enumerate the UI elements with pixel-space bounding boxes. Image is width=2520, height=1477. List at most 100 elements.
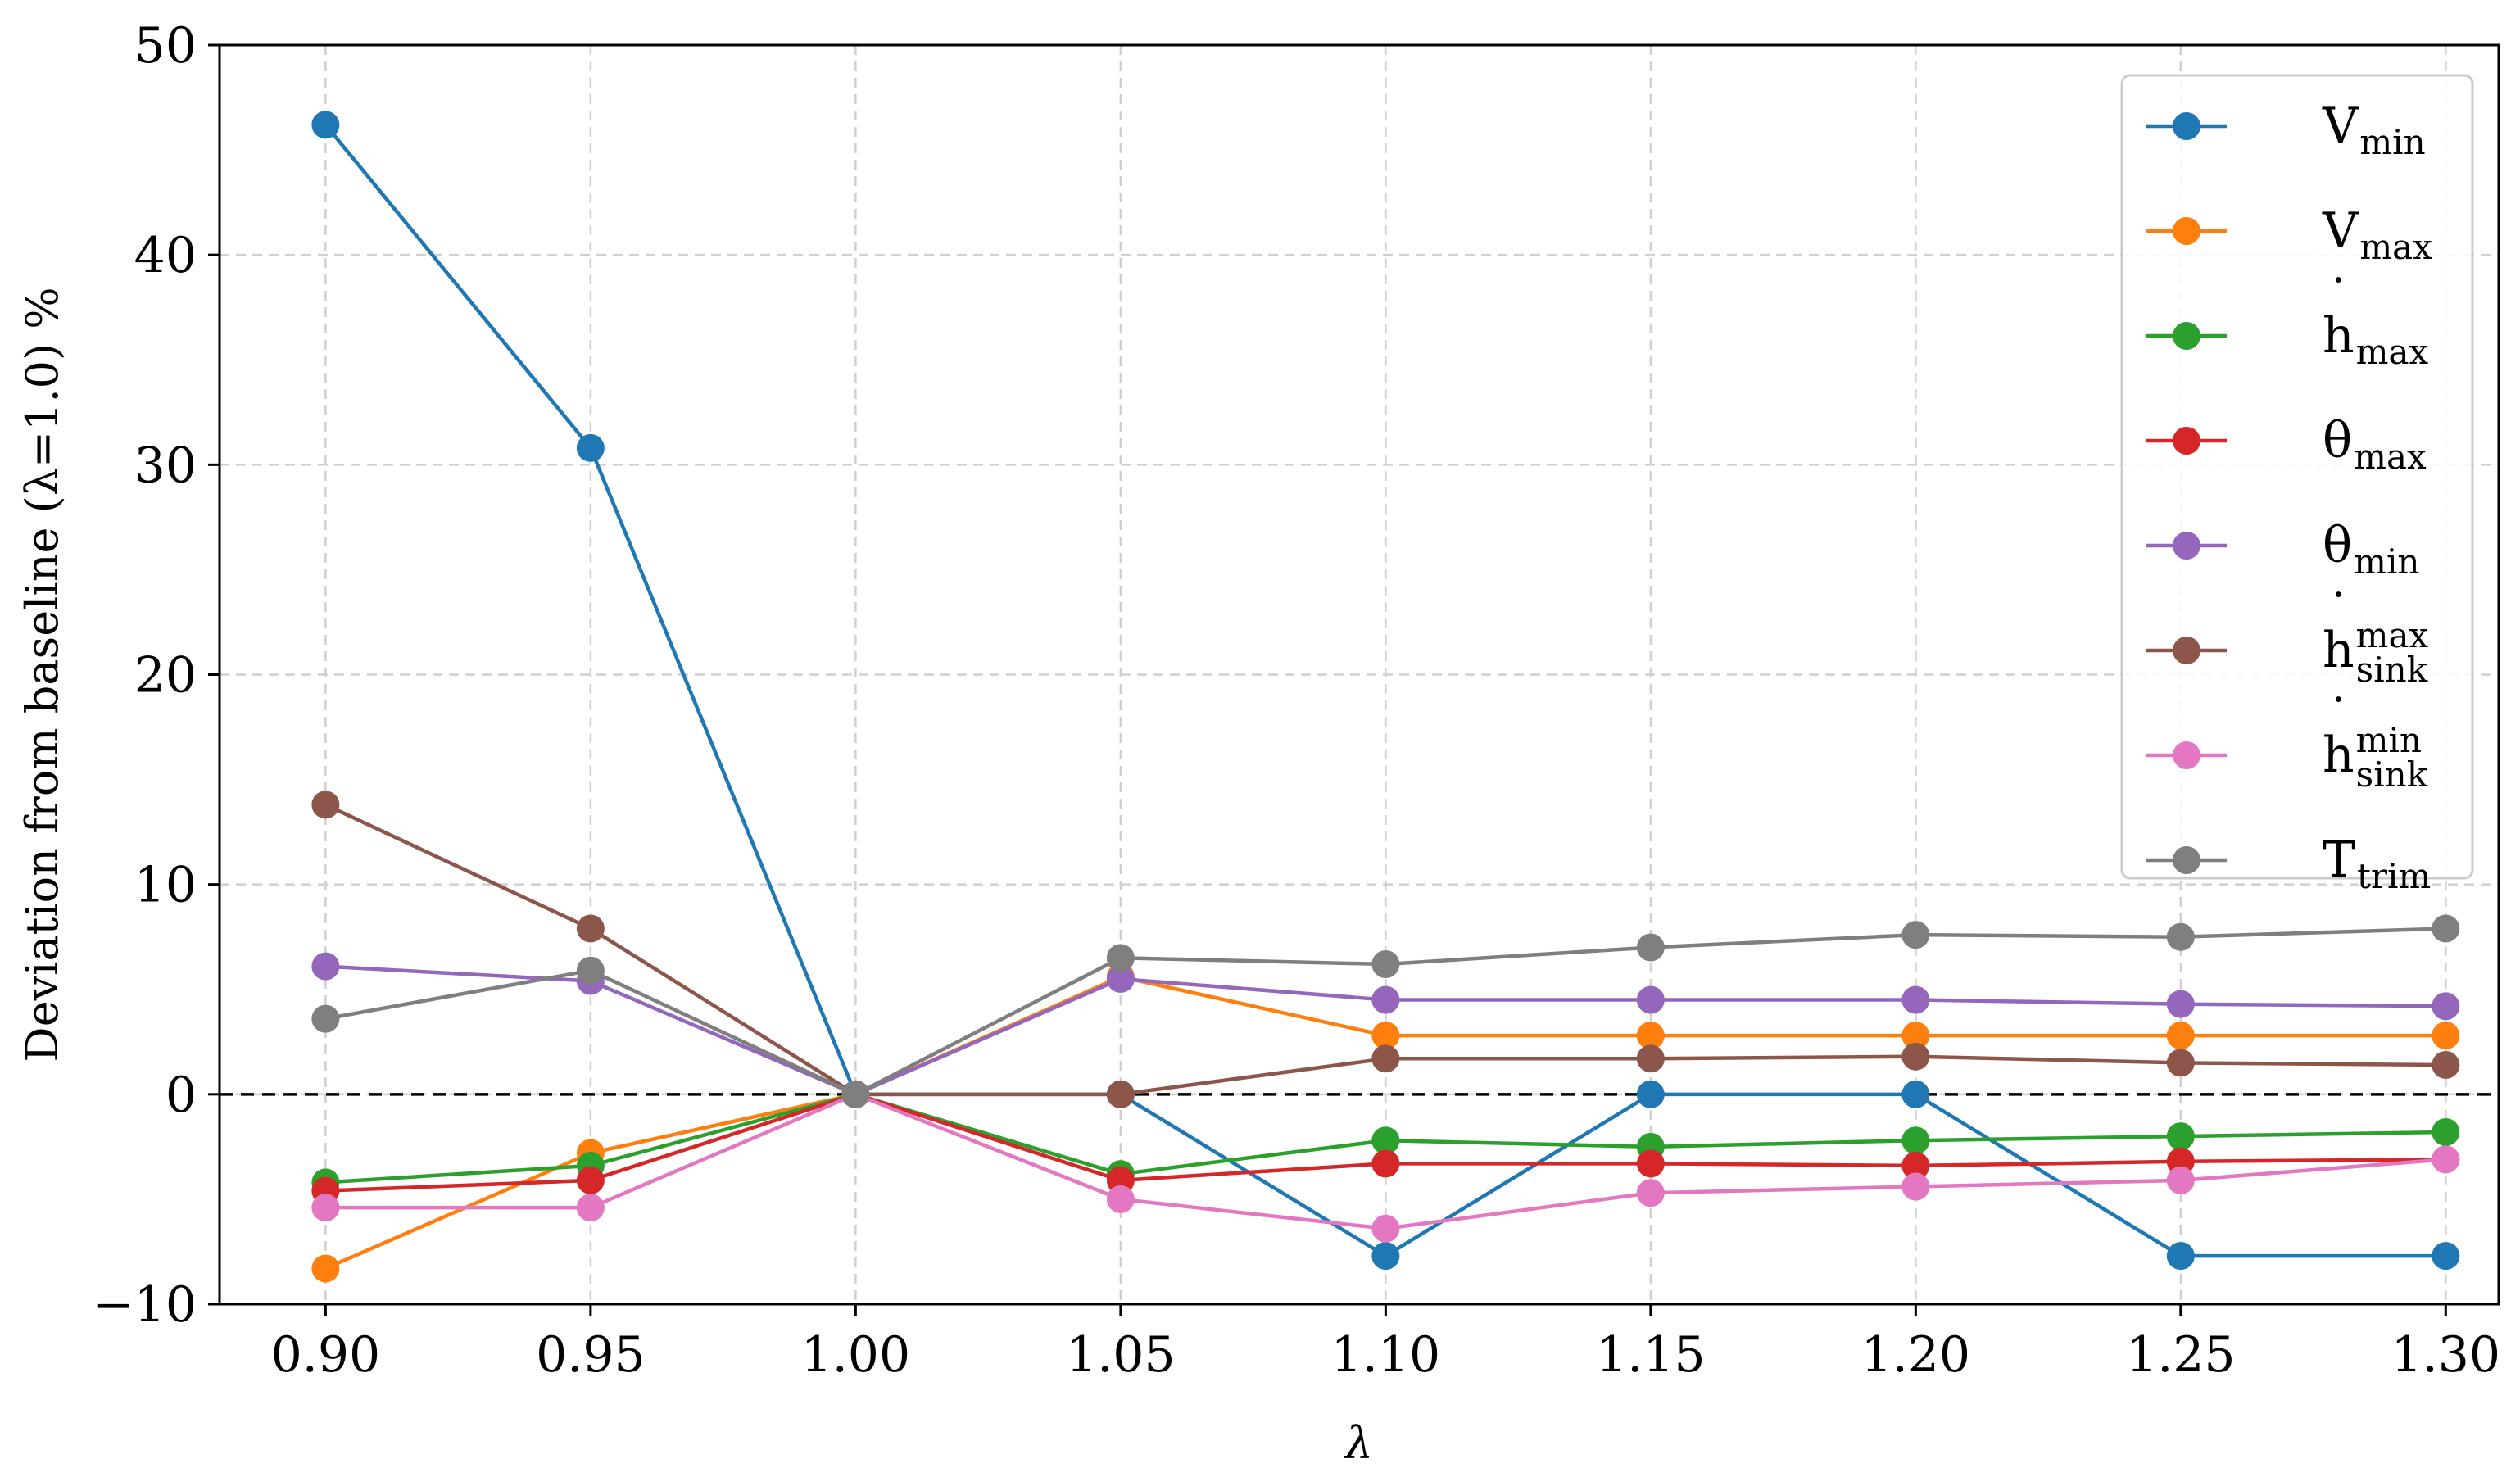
legend-subscript: min	[2359, 122, 2425, 162]
legend-label: T	[2323, 831, 2355, 889]
y-tick-label: 0	[165, 1067, 197, 1124]
data-point	[2166, 1049, 2195, 1077]
data-point	[311, 791, 340, 819]
legend-marker	[2173, 217, 2200, 245]
data-point	[2432, 1050, 2460, 1079]
y-tick-label: 40	[134, 227, 197, 284]
series-θ-min	[311, 952, 2460, 1108]
series-layer	[311, 111, 2460, 1283]
legend-subscript: max	[2354, 437, 2427, 477]
series-T-trim	[311, 914, 2460, 1108]
data-point	[1106, 944, 1135, 972]
data-point	[311, 1004, 340, 1033]
data-point	[1371, 1242, 1400, 1271]
series-h-sink-max	[311, 791, 2460, 1108]
x-tick-label: 0.95	[536, 1326, 646, 1384]
data-point	[2432, 1145, 2460, 1174]
legend-label: h	[2323, 622, 2355, 679]
data-point	[1901, 1022, 1930, 1050]
x-tick-label: 1.15	[1596, 1326, 1706, 1384]
legend-box	[2120, 74, 2474, 880]
legend-entry: θ max	[2146, 412, 2427, 477]
legend-label: θ	[2323, 517, 2352, 574]
x-tick-label: 1.00	[801, 1326, 911, 1384]
legend-marker	[2173, 532, 2200, 560]
y-axis-label: Deviation from baseline (λ=1.0) %	[16, 287, 68, 1062]
legend-marker	[2173, 846, 2200, 874]
legend-label: h	[2323, 307, 2355, 365]
data-point	[2166, 1242, 2195, 1271]
data-point	[1371, 1149, 1400, 1178]
legend-marker	[2173, 322, 2200, 350]
data-point	[2166, 922, 2195, 951]
legend-dot-accent: ˙	[2326, 270, 2350, 327]
data-point	[1901, 1126, 1930, 1155]
data-point	[1636, 985, 1665, 1014]
legend-superscript: min	[2356, 720, 2422, 760]
legend-subscript: trim	[2357, 856, 2431, 896]
data-point	[2166, 1122, 2195, 1151]
legend-entry: θ min	[2146, 517, 2419, 582]
data-point	[1636, 1022, 1665, 1050]
data-point	[311, 1194, 340, 1222]
legend-subscript: min	[2354, 541, 2419, 582]
data-point	[1636, 933, 1665, 962]
data-point	[2432, 992, 2460, 1021]
legend-subscript: max	[2359, 227, 2432, 267]
y-tick-label: 50	[134, 17, 197, 75]
legend-subscript: max	[2356, 332, 2429, 372]
legend-label: h	[2323, 727, 2355, 784]
legend-marker	[2173, 427, 2200, 455]
data-point	[1371, 1126, 1400, 1155]
y-tick-label: 20	[134, 647, 197, 705]
data-point	[1106, 1185, 1135, 1213]
y-tick-label: 30	[134, 437, 197, 494]
legend-entry: h˙max	[2146, 270, 2429, 372]
x-axis-label: λ	[1344, 1417, 1373, 1469]
data-point	[1901, 1172, 1930, 1201]
data-point	[2432, 1242, 2460, 1271]
data-point	[1371, 1022, 1400, 1050]
data-point	[1901, 1042, 1930, 1071]
data-point	[576, 1194, 605, 1222]
data-point	[1636, 1179, 1665, 1207]
data-point	[1106, 964, 1135, 993]
x-tick-label: 1.25	[2126, 1326, 2236, 1384]
data-point	[2432, 1022, 2460, 1050]
data-point	[1901, 985, 1930, 1014]
x-tick-label: 1.20	[1861, 1326, 1971, 1384]
y-axis-ticks: −10 0 10 20 30 40 50	[93, 17, 220, 1334]
data-point	[2166, 1166, 2195, 1194]
data-point	[1371, 1214, 1400, 1243]
data-point	[1636, 1080, 1665, 1108]
data-point	[1371, 1044, 1400, 1073]
data-point	[2432, 914, 2460, 943]
legend-label: V	[2322, 97, 2359, 155]
data-point	[2432, 1117, 2460, 1146]
data-point	[1636, 1149, 1665, 1178]
x-tick-label: 1.30	[2391, 1326, 2501, 1384]
data-point	[1901, 921, 1930, 949]
legend-dot-accent: ˙	[2326, 584, 2350, 641]
data-point	[1901, 1151, 1930, 1180]
data-point	[1371, 950, 1400, 979]
data-point	[311, 1254, 340, 1283]
data-point	[2166, 990, 2195, 1018]
data-point	[311, 111, 340, 139]
data-point	[841, 1080, 870, 1108]
x-tick-label: 1.05	[1066, 1326, 1176, 1384]
data-point	[311, 952, 340, 981]
data-point	[1636, 1044, 1665, 1073]
legend-marker	[2173, 112, 2200, 140]
data-point	[1371, 985, 1400, 1014]
y-tick-label: −10	[93, 1276, 197, 1334]
x-tick-label: 1.10	[1331, 1326, 1441, 1384]
legend-label: θ	[2323, 412, 2352, 469]
data-point	[1901, 1080, 1930, 1108]
x-axis-ticks: 0.90 0.95 1.00 1.05 1.10 1.15 1.20 1.25 1.30	[271, 1304, 2501, 1384]
